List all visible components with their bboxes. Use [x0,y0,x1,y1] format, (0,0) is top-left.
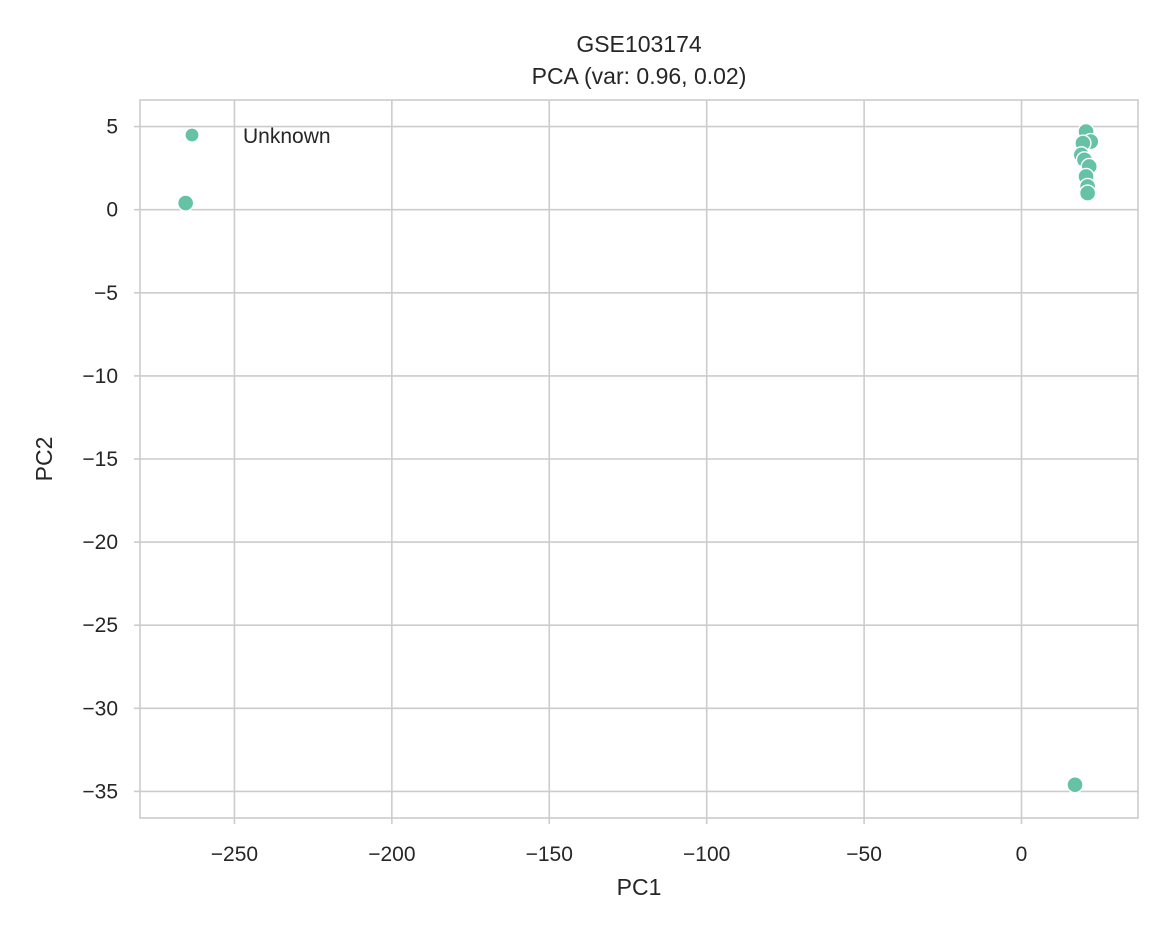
x-tick-label: −50 [846,843,882,866]
legend: Unknown [184,125,331,148]
y-tick-label: −10 [82,365,118,388]
x-tick-label: 0 [1016,843,1028,866]
x-tick-label: −200 [368,843,415,866]
y-tick-label: 5 [106,116,118,139]
data-point [1066,776,1084,794]
data-point [176,194,195,212]
data-points [176,122,1100,794]
y-tick-label: −25 [82,614,118,637]
x-tick-label: −150 [526,843,573,866]
y-axis-label: PC2 [31,437,57,482]
legend-label: Unknown [243,125,331,148]
legend-marker [184,127,200,143]
y-tick-label: −5 [94,282,118,305]
y-tick-label: −15 [82,448,118,471]
chart-title: GSE103174 [576,31,702,57]
data-point [1078,184,1097,202]
y-tick-label: −20 [82,531,118,554]
y-tick-label: −35 [82,780,118,803]
y-tick-label: −30 [82,697,118,720]
grid [134,100,1138,824]
x-tick-label: −250 [211,843,258,866]
plot-frame [139,99,1139,819]
x-tick-labels: −250 −200 −150 −100 −50 0 [211,843,1028,866]
x-tick-label: −100 [683,843,730,866]
y-tick-label: 0 [106,199,118,222]
x-axis-label: PC1 [617,874,662,900]
y-tick-labels: 5 0 −5 −10 −15 −20 −25 −30 −35 [82,116,118,804]
chart-subtitle: PCA (var: 0.96, 0.02) [532,63,747,89]
